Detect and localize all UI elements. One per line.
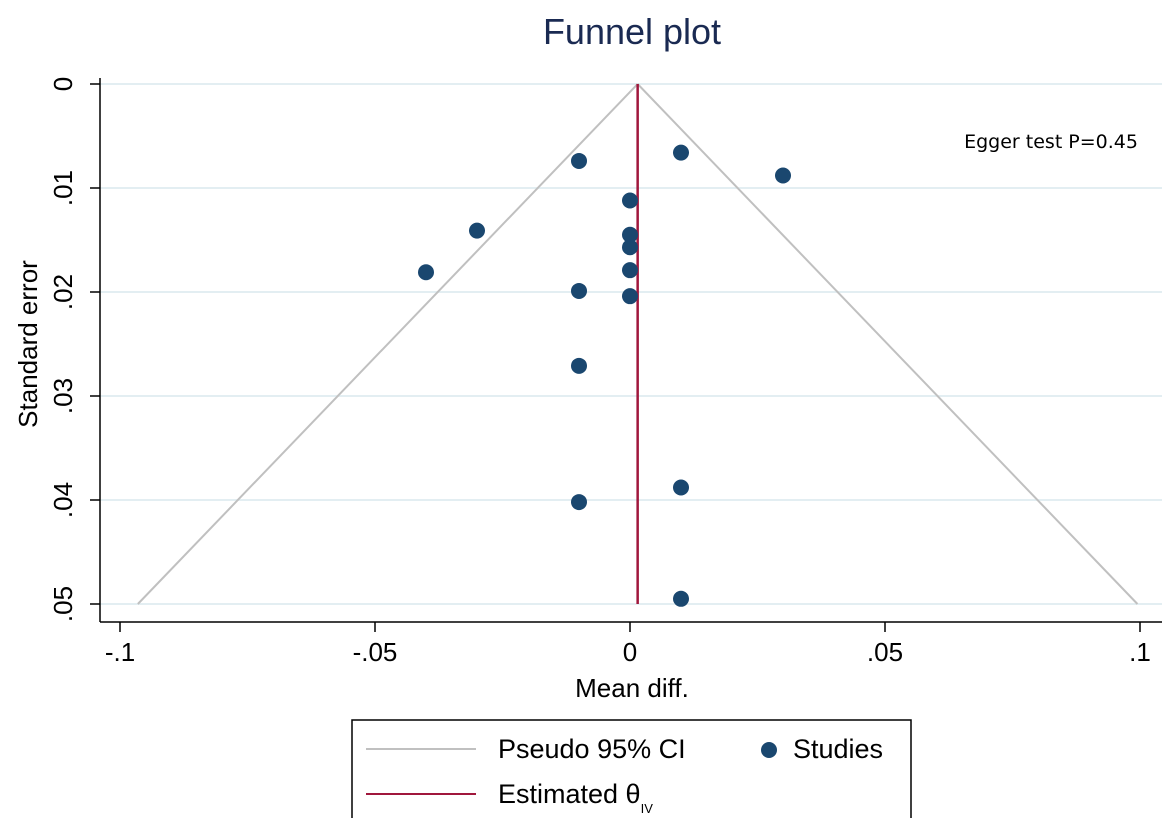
study-point-3 — [622, 192, 638, 209]
gridlines — [100, 83, 1162, 605]
study-point-1 — [571, 152, 587, 169]
y-tick-label-5: .05 — [48, 586, 78, 622]
egger-annotation: Egger test P=0.45 — [964, 131, 1138, 153]
x-tick-label-0: -.1 — [105, 637, 135, 667]
x-tick-label-4: .1 — [1129, 637, 1151, 667]
study-point-7 — [418, 264, 434, 281]
legend-swatch-studies — [761, 742, 777, 758]
funnel-left-line — [137, 83, 639, 605]
study-point-12 — [673, 479, 689, 496]
legend-label-studies: Studies — [793, 734, 883, 764]
x-tick-label-2: 0 — [623, 637, 637, 667]
axes — [99, 78, 1162, 623]
study-point-4 — [469, 222, 485, 239]
study-point-13 — [571, 494, 587, 511]
legend-label-pseudo-ci: Pseudo 95% CI — [498, 734, 686, 764]
study-point-6 — [622, 239, 638, 256]
study-point-11 — [571, 357, 587, 374]
study-point-14 — [673, 590, 689, 607]
chart-title: Funnel plot — [543, 11, 721, 52]
y-axis-label: Standard error — [13, 260, 43, 428]
y-tick-label-4: .04 — [48, 482, 78, 518]
study-point-8 — [622, 262, 638, 279]
legend-label-estimate: Estimated θIV — [498, 779, 653, 816]
y-axis-ticks: 0 .01 .02 .03 .04 .05 — [48, 77, 100, 622]
study-point-0 — [673, 144, 689, 161]
study-point-5 — [622, 226, 638, 243]
y-tick-label-0: 0 — [48, 77, 78, 91]
x-axis-label: Mean diff. — [575, 673, 689, 703]
legend: Pseudo 95% CI Studies Estimated θIV — [351, 719, 912, 818]
study-points — [418, 144, 791, 607]
pseudo-ci-funnel — [137, 83, 1139, 605]
x-tick-label-1: -.05 — [353, 637, 398, 667]
x-tick-label-3: .05 — [867, 637, 903, 667]
study-point-9 — [571, 282, 587, 299]
x-axis-ticks: -.1 -.05 0 .05 .1 — [105, 622, 1151, 667]
y-tick-label-2: .02 — [48, 274, 78, 310]
y-tick-label-3: .03 — [48, 378, 78, 414]
study-point-10 — [622, 288, 638, 305]
study-point-2 — [775, 167, 791, 184]
funnel-right-line — [636, 83, 1139, 605]
y-tick-label-1: .01 — [48, 170, 78, 206]
